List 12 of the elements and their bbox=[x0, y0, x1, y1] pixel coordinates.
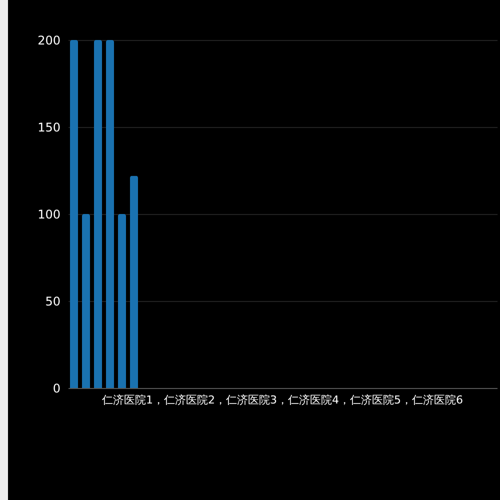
bar bbox=[94, 40, 102, 388]
y-tick-label: 150 bbox=[38, 120, 60, 134]
y-tick-label: 50 bbox=[45, 294, 60, 308]
y-tick-label: 200 bbox=[38, 34, 60, 48]
bar bbox=[82, 214, 90, 388]
bar bbox=[130, 176, 138, 388]
bar bbox=[70, 40, 78, 388]
bar bbox=[118, 214, 126, 388]
y-tick-label: 100 bbox=[38, 208, 60, 222]
y-tick-label: 0 bbox=[52, 382, 60, 396]
bar bbox=[106, 40, 114, 388]
x-tick-label: 仁济医院1，仁济医院2，仁济医院3，仁济医院4，仁济医院5，仁济医院6 bbox=[102, 394, 463, 406]
